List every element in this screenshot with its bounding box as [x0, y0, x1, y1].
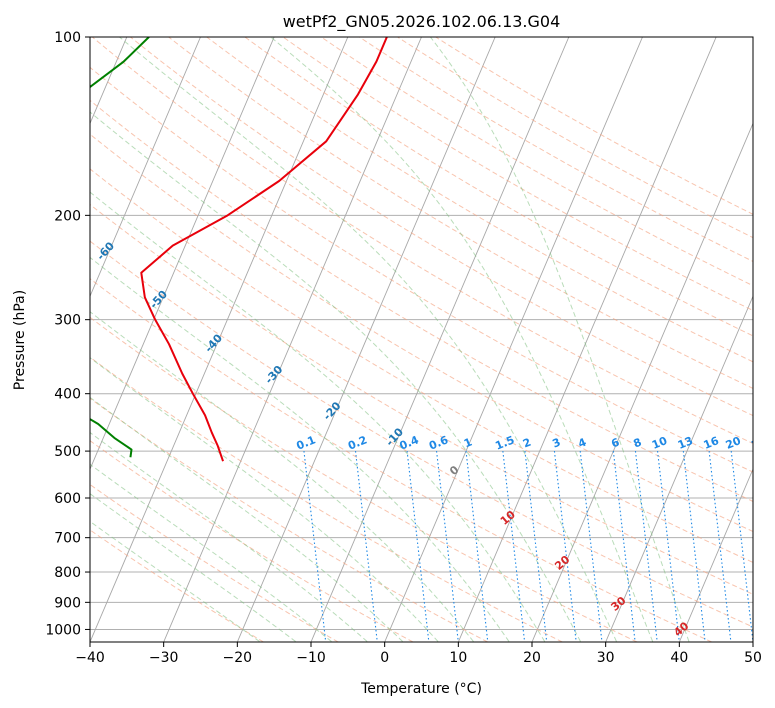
dry-adiabat: [90, 529, 264, 642]
isotherm-line: [384, 37, 643, 642]
moist-adiabat: [90, 431, 368, 642]
mixing-ratio-label: 20: [724, 434, 743, 452]
y-tick-label: 700: [54, 531, 81, 547]
isotherm-line: [90, 37, 349, 642]
dry-adiabat: [90, 483, 339, 642]
y-tick-label: 900: [54, 595, 81, 611]
x-tick-label: 0: [380, 650, 389, 666]
plot-background: [90, 37, 753, 642]
axes: −40 −30 −20 −10 0 10 20 30 40 50 1000 900 800 700 600 5…: [45, 30, 762, 666]
dry-adiabat: [90, 99, 753, 502]
mixing-ratio-line: [730, 451, 753, 642]
dry-adiabat: [90, 240, 753, 628]
dry-adiabat: [168, 37, 753, 389]
mixing-ratio-label: 30: [768, 434, 775, 452]
y-axis-label: Pressure (hPa): [12, 290, 28, 390]
dry-adiabat: [359, 37, 753, 262]
moist-adiabat: [90, 520, 260, 642]
mixing-ratio-line: [757, 451, 775, 642]
y-tick-label: 800: [54, 565, 81, 581]
mixing-ratio-line: [708, 451, 732, 642]
dry-adiabat: [206, 37, 753, 363]
chart-title: wetPf2_GN05.2026.102.06.13.G04: [283, 12, 561, 32]
x-tick-label: 10: [449, 650, 467, 666]
plot-frame: [89, 36, 754, 643]
mixing-ratio-line: [465, 451, 489, 642]
y-tick-label: 500: [54, 444, 81, 460]
mixing-ratio-label: 1: [462, 436, 474, 451]
isotherm-line: [531, 122, 753, 642]
dry-adiabat: [90, 278, 712, 642]
isotherm-line: [90, 37, 201, 298]
x-tick-label: −40: [75, 650, 105, 666]
x-tick-label: −30: [149, 650, 179, 666]
mixing-ratio-line: [682, 451, 706, 642]
x-tick-label: 50: [744, 650, 762, 666]
temperature-profile: [140, 37, 388, 462]
mixing-ratio-line: [436, 451, 459, 642]
mixing-ratio-line: [406, 451, 430, 642]
mixing-ratio-line: [502, 451, 526, 642]
isotherm-line: [457, 37, 717, 642]
data-series: [90, 37, 388, 462]
mixing-ratio-label: 10: [650, 434, 669, 452]
dry-adiabat: [435, 37, 753, 215]
mixing-ratio-label: 2: [521, 436, 533, 451]
dry-adiabat: [90, 316, 638, 642]
x-tick-label: 40: [670, 650, 688, 666]
moist-adiabat: [90, 463, 332, 642]
dry-adiabat: [90, 203, 753, 595]
mixing-ratio-line: [579, 451, 603, 642]
mixing-ratio-label: 25: [750, 434, 769, 452]
isotherm-label: -80: [0, 144, 11, 168]
y-tick-label: 100: [54, 30, 81, 46]
mixing-ratio-line: [524, 451, 548, 642]
mixing-ratio-line: [634, 451, 658, 642]
y-tick-label: 600: [54, 491, 81, 507]
y-tick-label: 400: [54, 387, 81, 403]
mixing-ratio-label: 16: [702, 434, 721, 452]
mixing-ratio-label: 13: [676, 434, 695, 452]
moist-adiabat: [119, 37, 617, 642]
dry-adiabat: [90, 66, 753, 473]
mixing-ratio-line: [303, 451, 327, 642]
x-tick-label: 20: [523, 650, 541, 666]
y-tick-label: 300: [54, 313, 81, 329]
mixing-ratio-line: [612, 451, 636, 642]
dry-adiabat: [244, 37, 753, 337]
y-tick-label: 1000: [45, 622, 81, 638]
y-tick-label: 200: [54, 208, 81, 224]
dry-adiabat: [90, 168, 753, 563]
moist-adiabat: [90, 111, 581, 642]
x-tick-label: 30: [597, 650, 615, 666]
background-lines: [90, 37, 775, 642]
moist-adiabat: [90, 191, 546, 642]
moist-adiabat: [90, 256, 510, 642]
moist-adiabat: [270, 37, 654, 642]
isotherm-line: [752, 640, 753, 642]
mixing-ratio-lines: [303, 451, 775, 642]
dry-adiabat: [397, 37, 753, 239]
dry-adiabat: [90, 133, 753, 533]
mixing-ratio-line: [657, 451, 680, 642]
isotherm-line: [163, 37, 422, 642]
mixing-ratio-line: [354, 451, 378, 642]
moist-adiabat: [90, 311, 474, 642]
mixing-ratio-label: 8: [631, 436, 643, 451]
moist-adiabat: [90, 357, 439, 642]
dry-adiabat: [91, 37, 753, 445]
x-tick-label: −10: [296, 650, 326, 666]
x-tick-label: −20: [223, 650, 253, 666]
mixing-ratio-label: 3: [550, 436, 562, 451]
isotherm-line: [605, 295, 753, 642]
mixing-ratio-line: [553, 451, 577, 642]
isotherm-line: [678, 467, 753, 642]
isotherm-line: [236, 37, 496, 642]
dry-adiabat: [282, 37, 753, 312]
isotherm-line: [90, 37, 275, 471]
x-axis-label: Temperature (°C): [360, 681, 482, 697]
